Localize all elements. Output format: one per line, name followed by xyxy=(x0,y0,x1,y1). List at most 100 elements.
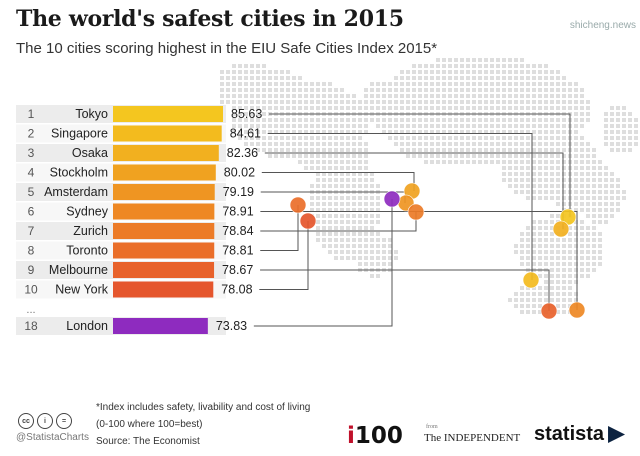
map-dot xyxy=(310,142,314,146)
map-dot xyxy=(346,172,350,176)
map-dot xyxy=(418,82,422,86)
map-dot xyxy=(298,136,302,140)
map-dot xyxy=(598,184,602,188)
map-dot xyxy=(238,94,242,98)
map-dot xyxy=(598,256,602,260)
map-dot xyxy=(562,142,566,146)
map-dot xyxy=(268,82,272,86)
map-dot xyxy=(526,250,530,254)
map-dot xyxy=(538,166,542,170)
map-dot xyxy=(364,106,368,110)
map-dot xyxy=(292,88,296,92)
map-dot xyxy=(550,118,554,122)
map-dot xyxy=(574,244,578,248)
map-dot xyxy=(442,82,446,86)
map-dot xyxy=(532,178,536,182)
map-dot xyxy=(520,136,524,140)
map-dot xyxy=(586,214,590,218)
independent-from-label: from xyxy=(426,424,438,430)
map-dot xyxy=(328,100,332,104)
value-label: 78.08 xyxy=(221,283,252,297)
map-dot xyxy=(406,124,410,128)
map-dot xyxy=(418,148,422,152)
map-dot xyxy=(610,208,614,212)
map-dot xyxy=(256,82,260,86)
map-dot xyxy=(490,76,494,80)
map-dot xyxy=(316,232,320,236)
map-dot xyxy=(400,124,404,128)
map-dot xyxy=(322,82,326,86)
map-dot xyxy=(448,118,452,122)
bar xyxy=(113,184,215,200)
map-dot xyxy=(496,82,500,86)
map-dot xyxy=(520,262,524,266)
map-dot xyxy=(370,94,374,98)
map-dot xyxy=(430,70,434,74)
map-dot xyxy=(550,142,554,146)
rank-label: 9 xyxy=(28,263,35,277)
map-dot xyxy=(310,202,314,206)
map-dot xyxy=(244,118,248,122)
map-dot xyxy=(358,130,362,134)
map-dot xyxy=(610,190,614,194)
map-dot xyxy=(376,196,380,200)
map-dot xyxy=(556,100,560,104)
map-dot xyxy=(460,154,464,158)
map-dot xyxy=(568,298,572,302)
map-dot xyxy=(316,226,320,230)
map-dot xyxy=(514,148,518,152)
map-dot xyxy=(454,100,458,104)
map-dot xyxy=(496,70,500,74)
map-dot xyxy=(610,178,614,182)
map-dot xyxy=(232,130,236,134)
map-dot xyxy=(376,88,380,92)
rank-label: 6 xyxy=(28,205,35,219)
map-dot xyxy=(520,64,524,68)
map-city-dot xyxy=(383,190,401,208)
map-dot xyxy=(412,118,416,122)
independent-logo: from The INDEPENDENT xyxy=(424,424,520,444)
map-dot xyxy=(514,100,518,104)
map-dot xyxy=(556,268,560,272)
map-dot xyxy=(574,112,578,116)
map-dot xyxy=(340,130,344,134)
map-dot xyxy=(250,76,254,80)
map-dot xyxy=(340,118,344,122)
map-dot xyxy=(370,100,374,104)
map-dot xyxy=(484,160,488,164)
map-dot xyxy=(574,130,578,134)
map-dot xyxy=(466,76,470,80)
map-dot xyxy=(544,292,548,296)
map-dot xyxy=(574,100,578,104)
map-dot xyxy=(472,70,476,74)
map-dot xyxy=(532,136,536,140)
map-dot xyxy=(562,184,566,188)
map-dot xyxy=(592,160,596,164)
map-dot xyxy=(556,298,560,302)
map-dot xyxy=(298,160,302,164)
map-dot xyxy=(616,112,620,116)
map-dot xyxy=(412,100,416,104)
connector-line xyxy=(267,133,533,280)
map-dot xyxy=(298,94,302,98)
map-dot xyxy=(592,202,596,206)
map-dot xyxy=(514,292,518,296)
map-dot xyxy=(544,220,548,224)
attribution-icon: i xyxy=(37,413,53,429)
map-dot xyxy=(352,178,356,182)
map-dot xyxy=(262,130,266,134)
map-dot xyxy=(358,220,362,224)
map-dot xyxy=(556,202,560,206)
map-dot xyxy=(310,184,314,188)
map-dot xyxy=(520,250,524,254)
map-dot xyxy=(568,256,572,260)
map-dot xyxy=(430,136,434,140)
map-dot xyxy=(490,58,494,62)
map-dot xyxy=(586,202,590,206)
map-dot xyxy=(508,298,512,302)
map-dot xyxy=(574,280,578,284)
map-dot xyxy=(370,196,374,200)
map-dot xyxy=(628,124,632,128)
map-dot xyxy=(634,142,638,146)
map-dot xyxy=(574,148,578,152)
